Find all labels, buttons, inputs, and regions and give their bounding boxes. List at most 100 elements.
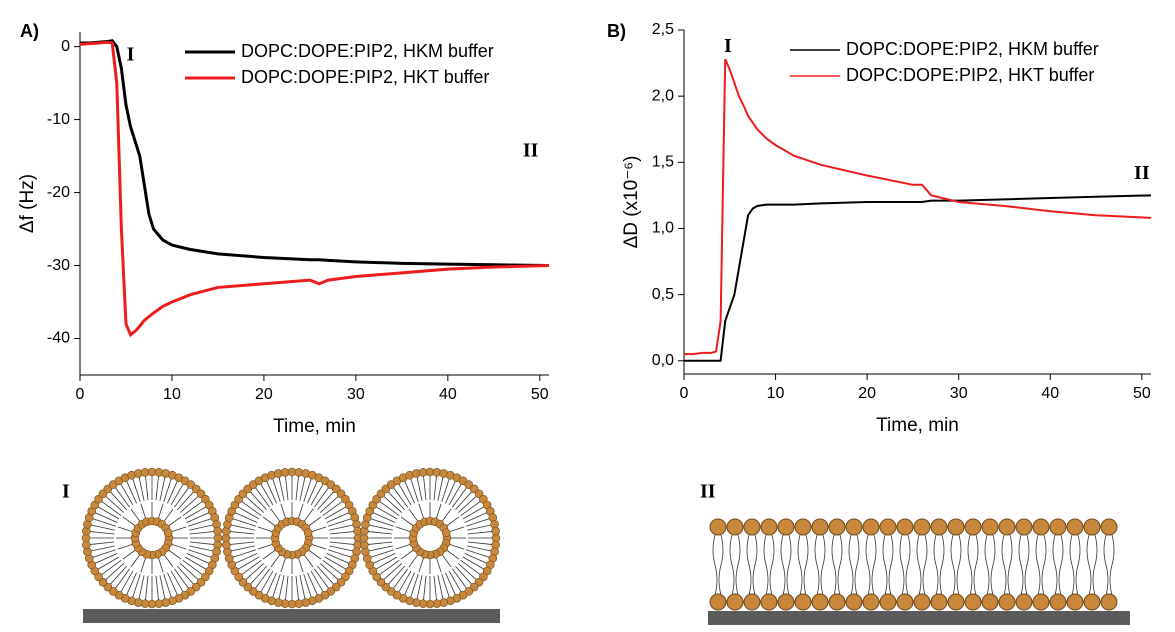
- annotation: II: [1134, 162, 1150, 184]
- lipid-tail: [457, 495, 478, 513]
- x-axis-label: Time, min: [876, 415, 959, 436]
- lipid-tail: [441, 477, 450, 502]
- lipid-tail: [317, 490, 335, 511]
- lipid-head: [1032, 593, 1050, 611]
- lipid-tail: [1052, 534, 1064, 596]
- lipid-tail: [368, 524, 393, 531]
- lipid-tail: [130, 553, 141, 568]
- lipid-tail: [272, 574, 281, 599]
- lipid-tail: [170, 483, 184, 506]
- lipid-head: [760, 593, 778, 611]
- lipid-tail: [372, 512, 396, 523]
- lipid-tail: [94, 553, 118, 564]
- lipid-head: [913, 593, 931, 611]
- lipid-tail: [448, 483, 462, 506]
- lipid-tail: [303, 508, 314, 523]
- lipid-tail: [319, 563, 340, 581]
- substrate: [708, 611, 1130, 625]
- lipid-tail: [138, 476, 145, 501]
- lipid-tail: [174, 486, 190, 508]
- lipid-head: [794, 518, 812, 536]
- lipid-tail: [899, 534, 911, 596]
- lipid-tail: [260, 570, 274, 593]
- lipid-head: [777, 518, 795, 536]
- lipid-tail: [314, 486, 330, 508]
- lipid-tail: [297, 556, 304, 573]
- lipid-tail: [262, 516, 277, 527]
- lipid-tail: [324, 506, 347, 520]
- lipid-tail: [367, 541, 393, 545]
- x-tick-label: 0: [680, 385, 689, 402]
- lipid-tail: [452, 486, 468, 508]
- lipid-tail: [466, 518, 491, 527]
- lipid-tail: [378, 500, 400, 516]
- y-tick-label: 2,0: [652, 87, 674, 104]
- lipid-tail: [329, 545, 354, 552]
- lipid-tail: [188, 549, 213, 558]
- lipid-tail: [120, 483, 134, 506]
- lipid-tail: [272, 477, 281, 502]
- y-axis-label: ΔD (x10⁻⁶): [621, 156, 642, 249]
- lipid-tail: [1103, 534, 1115, 596]
- lipid-head: [896, 518, 914, 536]
- data-line: [684, 58, 1152, 356]
- x-tick-label: 40: [1041, 385, 1059, 402]
- lipid-tail: [230, 524, 255, 531]
- data-line: [684, 194, 1152, 362]
- lipid-tail: [299, 476, 306, 501]
- lipid-tail: [114, 568, 130, 590]
- lipid-tail: [179, 495, 200, 513]
- lipid-tail: [831, 534, 843, 596]
- lipid-tail: [400, 549, 415, 560]
- lipid-tail: [372, 553, 396, 564]
- lipid-tail: [249, 565, 267, 586]
- lipid-tail: [109, 490, 127, 511]
- lipid-tail: [441, 574, 450, 599]
- lipid-tail: [89, 531, 115, 535]
- lipid-head: [981, 518, 999, 536]
- lipid-tail: [437, 476, 444, 501]
- lipid-tail: [382, 563, 403, 581]
- lipid-tail: [369, 518, 394, 527]
- lipid-head: [1100, 593, 1118, 611]
- lipid-tail: [368, 545, 393, 552]
- lipid-tail: [307, 572, 318, 596]
- lipid-tail: [400, 516, 415, 527]
- lipid-tail: [189, 531, 215, 535]
- lipid-tail: [260, 483, 274, 506]
- lipid-tail: [1035, 534, 1047, 596]
- lipid-tail: [780, 534, 792, 596]
- lipid-head: [930, 518, 948, 536]
- lipid-tail: [467, 541, 493, 545]
- lipid-tail: [89, 541, 115, 545]
- lipid-tail: [130, 508, 141, 523]
- y-tick-label: -30: [47, 257, 70, 274]
- lipid-head: [828, 518, 846, 536]
- lipid-tail: [91, 518, 116, 527]
- lipid-tail: [184, 556, 207, 570]
- lipid-tail: [295, 475, 299, 501]
- lipid-tail: [249, 490, 267, 511]
- y-tick-label: 0: [61, 38, 70, 55]
- lipid-head: [1049, 518, 1067, 536]
- lipid-tail: [280, 556, 287, 573]
- lipid-head: [896, 593, 914, 611]
- lipid-head: [845, 593, 863, 611]
- lipid-tail: [448, 543, 465, 550]
- lipid-head: [441, 528, 451, 538]
- lipid-tail: [460, 500, 482, 516]
- lipid-tail: [882, 534, 894, 596]
- lipid-tail: [117, 526, 134, 533]
- lipid-tail: [448, 526, 465, 533]
- lipid-tail: [410, 574, 419, 599]
- lipid-tail: [398, 570, 412, 593]
- substrate: [83, 609, 500, 623]
- lipid-tail: [797, 534, 809, 596]
- lipid-head: [930, 593, 948, 611]
- lipid-head: [879, 593, 897, 611]
- lipid-tail: [404, 480, 415, 504]
- lipid-tail: [155, 575, 159, 601]
- lipid-tail: [460, 560, 482, 576]
- lipid-tail: [237, 556, 260, 570]
- lipid-tail: [307, 516, 322, 527]
